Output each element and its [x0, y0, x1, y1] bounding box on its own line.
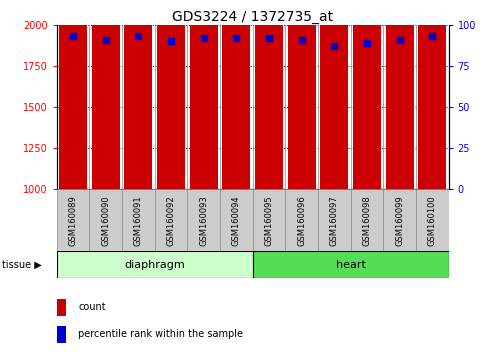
Bar — [155, 189, 187, 251]
Bar — [122, 189, 155, 251]
Bar — [419, 0, 446, 189]
Text: GSM160095: GSM160095 — [264, 195, 274, 246]
Text: GSM160092: GSM160092 — [167, 195, 176, 246]
Bar — [92, 0, 120, 189]
Text: GSM160094: GSM160094 — [232, 195, 241, 246]
Point — [330, 43, 338, 49]
Text: GSM160100: GSM160100 — [428, 195, 437, 246]
Point — [167, 38, 175, 44]
Point — [200, 35, 208, 41]
Point — [69, 34, 77, 39]
Text: GSM160097: GSM160097 — [330, 195, 339, 246]
Bar — [124, 0, 152, 189]
Bar — [416, 189, 449, 251]
Bar — [57, 189, 89, 251]
Bar — [288, 0, 316, 189]
Point — [102, 37, 109, 42]
Bar — [383, 189, 416, 251]
Point — [428, 34, 436, 39]
Bar — [353, 0, 381, 189]
Text: heart: heart — [336, 259, 366, 270]
Bar — [57, 299, 66, 315]
Text: GSM160091: GSM160091 — [134, 195, 143, 246]
Bar — [187, 189, 220, 251]
Text: GSM160090: GSM160090 — [101, 195, 110, 246]
Text: GSM160099: GSM160099 — [395, 195, 404, 246]
Bar — [351, 189, 383, 251]
Text: count: count — [78, 302, 106, 312]
Point — [135, 34, 142, 39]
Bar — [255, 0, 283, 189]
Bar — [386, 0, 414, 189]
Text: GSM160089: GSM160089 — [69, 195, 77, 246]
Point — [265, 35, 273, 41]
Bar — [320, 6, 348, 189]
Point — [298, 37, 306, 42]
Text: tissue ▶: tissue ▶ — [2, 259, 42, 270]
Bar — [57, 251, 252, 278]
Bar — [57, 326, 66, 343]
Text: GSM160096: GSM160096 — [297, 195, 306, 246]
Point — [363, 40, 371, 46]
Point — [396, 37, 404, 42]
Bar — [59, 0, 87, 189]
Bar — [222, 0, 250, 189]
Text: GSM160098: GSM160098 — [362, 195, 372, 246]
Title: GDS3224 / 1372735_at: GDS3224 / 1372735_at — [172, 10, 333, 24]
Bar — [252, 251, 449, 278]
Bar — [220, 189, 252, 251]
Text: GSM160093: GSM160093 — [199, 195, 208, 246]
Text: diaphragm: diaphragm — [124, 259, 185, 270]
Point — [232, 35, 240, 41]
Text: percentile rank within the sample: percentile rank within the sample — [78, 329, 243, 339]
Bar — [285, 189, 318, 251]
Bar — [318, 189, 351, 251]
Bar — [252, 189, 285, 251]
Bar — [157, 0, 185, 189]
Bar — [190, 0, 217, 189]
Bar — [89, 189, 122, 251]
